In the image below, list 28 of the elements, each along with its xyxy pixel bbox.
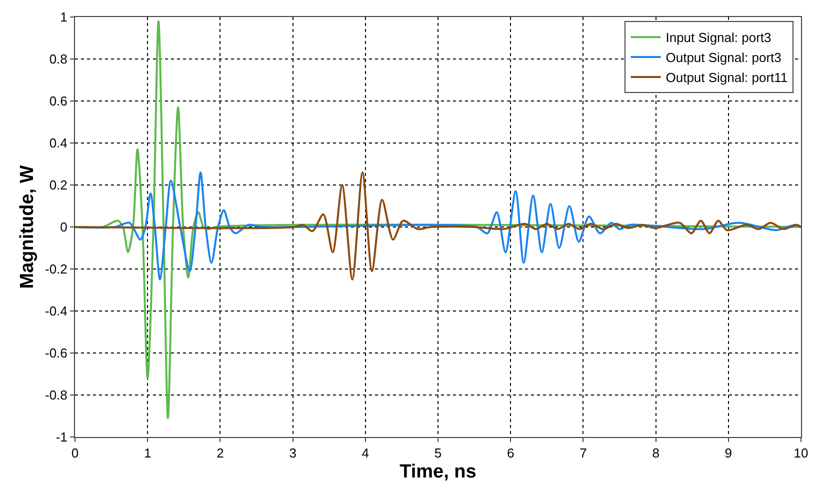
x-tick-label: 10 <box>794 446 808 461</box>
x-tick-label: 6 <box>506 446 514 461</box>
y-axis-title: Magnitude, W <box>16 165 38 289</box>
y-tick-label: -0.2 <box>44 262 68 277</box>
x-tick-label: 1 <box>144 446 152 461</box>
legend-label: Output Signal: port3 <box>666 50 782 66</box>
y-tick-label: -0.4 <box>44 304 68 319</box>
x-tick-label: 4 <box>362 446 370 461</box>
y-tick-label: 1 <box>60 10 68 25</box>
legend-label: Input Signal: port3 <box>666 30 772 46</box>
y-tick-label: 0.4 <box>49 136 68 151</box>
x-tick-label: 7 <box>580 446 587 461</box>
y-tick-label: -1 <box>56 430 68 445</box>
y-tick-label: 0.6 <box>49 94 68 109</box>
x-tick-label: 8 <box>652 446 660 461</box>
x-tick-label: 5 <box>434 446 442 461</box>
legend-label: Output Signal: port11 <box>666 70 788 86</box>
y-tick-label: 0 <box>60 220 68 235</box>
x-tick-label: 0 <box>71 446 79 461</box>
x-tick-label: 9 <box>724 446 732 461</box>
x-axis-title: Time, ns <box>400 461 476 482</box>
line-series <box>75 171 801 280</box>
y-tick-label: -0.8 <box>44 388 68 403</box>
y-tick-label: -0.6 <box>44 346 68 361</box>
y-tick-label: 0.2 <box>49 178 68 193</box>
y-tick-label: 0.8 <box>49 52 68 67</box>
x-tick-label: 3 <box>289 446 296 461</box>
x-tick-label: 2 <box>216 446 224 461</box>
